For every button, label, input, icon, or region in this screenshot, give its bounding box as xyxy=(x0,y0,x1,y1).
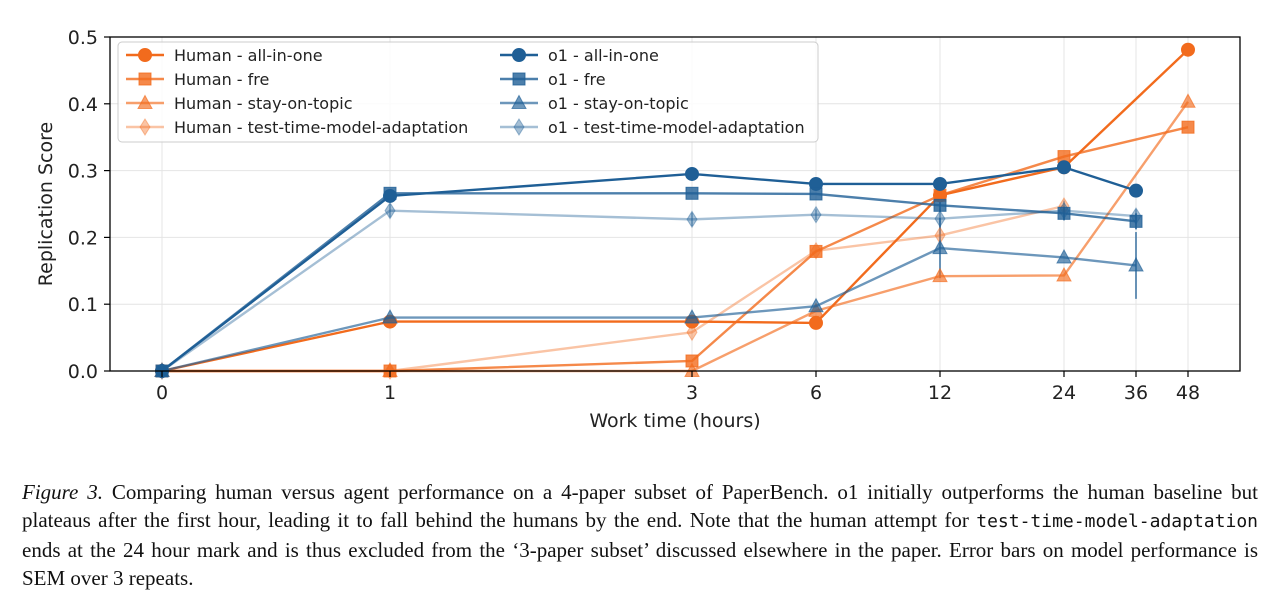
x-tick-label: 36 xyxy=(1124,382,1148,404)
y-tick-label: 0.4 xyxy=(68,94,98,116)
legend-label: Human - test-time-model-adaptation xyxy=(174,118,468,137)
x-tick-label: 24 xyxy=(1052,382,1076,404)
legend-marker xyxy=(512,72,526,86)
x-tick-label: 3 xyxy=(686,382,698,404)
y-axis-label: Replication Score xyxy=(35,122,57,286)
data-point xyxy=(1181,120,1195,134)
data-point xyxy=(1058,201,1070,220)
data-point xyxy=(1057,206,1071,220)
data-point xyxy=(684,309,700,324)
caption-text-1: Comparing human versus agent performance… xyxy=(22,480,1258,532)
x-tick-label: 6 xyxy=(810,382,822,404)
x-tick-label: 0 xyxy=(156,382,168,404)
data-point xyxy=(1128,256,1144,272)
data-point xyxy=(1181,42,1195,57)
data-point xyxy=(686,323,698,342)
legend-marker xyxy=(512,48,526,62)
series-7 xyxy=(156,201,1142,380)
x-tick-label: 1 xyxy=(384,382,396,404)
y-tick-label: 0.2 xyxy=(68,227,98,249)
data-point xyxy=(933,198,947,212)
caption-code: test-time-model-adaptation xyxy=(976,511,1258,532)
data-point xyxy=(809,187,823,201)
y-tick-label: 0.3 xyxy=(68,161,98,183)
line-chart: 0 1 3 6 12 24 36 480.00.10.20.30.40.5 Work time… xyxy=(35,27,1241,432)
figure-caption: Figure 3. Comparing human versus agent p… xyxy=(22,478,1258,592)
data-point xyxy=(685,166,699,181)
legend-box xyxy=(117,41,819,143)
axis-ticks: 0 1 3 6 12 24 36 480.00.10.20.30.40.5 xyxy=(68,27,1200,404)
legend-marker xyxy=(138,48,152,62)
legend-label: o1 - test-time-model-adaptation xyxy=(548,118,805,137)
data-point xyxy=(1129,214,1143,228)
legend-label: Human - stay-on-topic xyxy=(174,94,352,113)
plot-frame xyxy=(109,36,1241,372)
x-tick-label: 12 xyxy=(928,382,952,404)
series-line xyxy=(161,209,1137,372)
data-point xyxy=(809,244,823,258)
legend-label: o1 - all-in-one xyxy=(548,46,659,65)
legend-marker xyxy=(137,94,153,109)
y-tick-label: 0.1 xyxy=(68,294,98,316)
data-point xyxy=(1129,183,1143,198)
data-point xyxy=(1130,207,1142,225)
series-line xyxy=(162,204,1065,373)
data-point xyxy=(932,239,948,255)
legend-label: o1 - fre xyxy=(548,70,606,89)
data-point xyxy=(382,309,398,324)
data-point xyxy=(1056,248,1072,264)
legend-label: Human - fre xyxy=(174,70,269,89)
caption-text-2: ends at the 24 hour mark and is thus exc… xyxy=(22,538,1258,590)
series-6 xyxy=(154,239,1144,377)
data-point xyxy=(932,267,948,283)
data-point xyxy=(384,201,396,220)
data-point xyxy=(934,209,946,228)
data-point xyxy=(1057,160,1071,175)
series-line xyxy=(161,192,1137,372)
y-tick-label: 0.0 xyxy=(68,361,98,383)
data-point xyxy=(1056,266,1072,282)
legend: Human - all-in-one Human - fre Human - sta… xyxy=(117,41,819,143)
y-tick-label: 0.5 xyxy=(68,27,98,49)
figure-label: Figure 3. xyxy=(22,480,103,504)
data-point xyxy=(808,297,824,313)
data-point xyxy=(810,241,822,260)
data-point xyxy=(809,315,823,330)
series-line xyxy=(161,246,1137,373)
legend-marker xyxy=(139,118,151,136)
data-point xyxy=(933,176,947,191)
legend-marker xyxy=(513,118,525,136)
x-tick-label: 48 xyxy=(1176,382,1200,404)
series-3 xyxy=(156,197,1070,380)
legend-label: Human - all-in-one xyxy=(174,46,323,65)
x-axis-label: Work time (hours) xyxy=(589,410,760,432)
legend-marker xyxy=(511,94,527,109)
data-point xyxy=(686,210,698,229)
legend-marker xyxy=(138,72,152,86)
legend-label: o1 - stay-on-topic xyxy=(548,94,689,113)
data-point xyxy=(1180,93,1196,108)
data-point xyxy=(810,205,822,224)
data-point xyxy=(685,186,699,200)
data-point xyxy=(383,186,397,200)
